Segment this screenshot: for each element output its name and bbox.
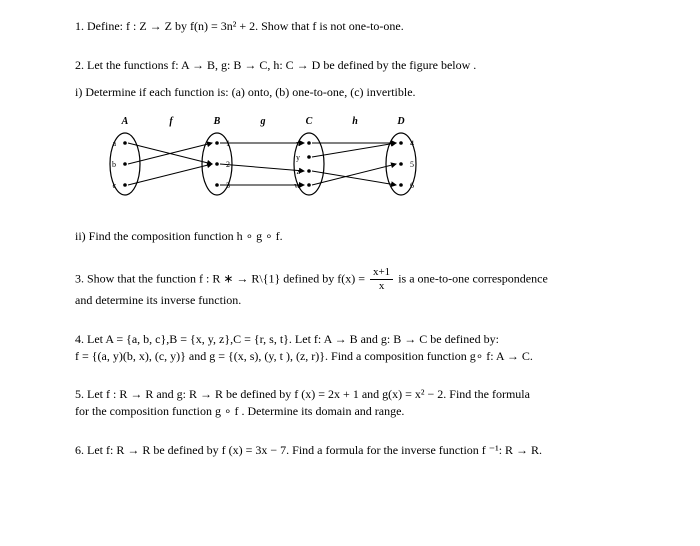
problem-2-sub-i: i) Determine if each function is: (a) on… [75, 84, 640, 101]
svg-text:y: y [296, 153, 300, 162]
problem-1: 1. Define: f : Z → Z by f(n) = 3n² + 2. … [75, 18, 640, 35]
problem-3-fraction: x+1 x [370, 267, 393, 292]
problem-3: 3. Show that the function f : R ∗ → R\{1… [75, 267, 640, 309]
problem-2: 2. Let the functions f: A → B, g: B → C,… [75, 57, 640, 245]
svg-text:B: B [213, 116, 221, 127]
svg-text:g: g [260, 116, 266, 127]
problem-1-text: 1. Define: f : Z → Z by f(n) = 3n² + 2. … [75, 18, 640, 35]
problem-5-line1: 5. Let f : R → R and g: R → R be defined… [75, 386, 640, 403]
problem-3-line2: and determine its inverse function. [75, 292, 640, 309]
problem-4-line1: 4. Let A = {a, b, c},B = {x, y, z},C = {… [75, 331, 640, 348]
function-diagram: ABCDfghabc123xyzw456 [95, 114, 640, 214]
problem-2-intro: 2. Let the functions f: A → B, g: B → C,… [75, 57, 640, 74]
svg-text:h: h [352, 116, 358, 127]
svg-text:4: 4 [410, 139, 414, 148]
svg-text:b: b [112, 160, 116, 169]
problem-6: 6. Let f: R → R be defined by f (x) = 3x… [75, 442, 640, 459]
svg-text:6: 6 [410, 181, 414, 190]
fraction-denominator: x [370, 280, 393, 292]
svg-text:f: f [169, 116, 174, 127]
problem-5-line2: for the composition function g ∘ f . Det… [75, 403, 640, 420]
problem-2-sub-ii: ii) Find the composition function h ∘ g … [75, 228, 640, 245]
problem-5: 5. Let f : R → R and g: R → R be defined… [75, 386, 640, 420]
problem-3-pre: 3. Show that the function f : R ∗ → R\{1… [75, 271, 365, 285]
svg-text:5: 5 [410, 160, 414, 169]
problem-4: 4. Let A = {a, b, c},B = {x, y, z},C = {… [75, 331, 640, 365]
svg-text:C: C [306, 116, 313, 127]
svg-text:A: A [121, 116, 129, 127]
svg-text:z: z [296, 167, 300, 176]
svg-text:D: D [396, 116, 404, 127]
problem-4-line2: f = {(a, y)(b, x), (c, y)} and g = {(x, … [75, 348, 640, 365]
function-mapping-svg: ABCDfghabc123xyzw456 [95, 114, 435, 209]
fraction-numerator: x+1 [370, 267, 393, 280]
problem-3-post: is a one-to-one correspondence [398, 271, 548, 285]
problem-6-text: 6. Let f: R → R be defined by f (x) = 3x… [75, 443, 542, 457]
svg-text:c: c [112, 181, 116, 190]
svg-text:a: a [112, 139, 116, 148]
